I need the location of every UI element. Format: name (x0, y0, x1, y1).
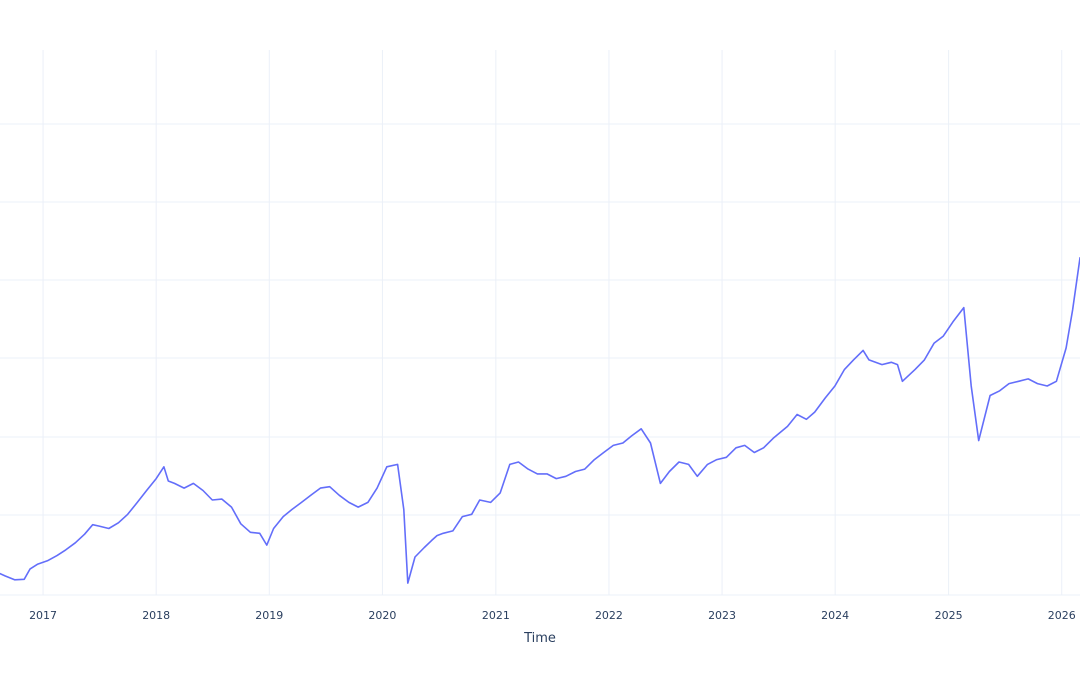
x-tick-label: 2023 (708, 609, 736, 622)
x-tick-label: 2024 (821, 609, 849, 622)
series-layer (0, 257, 1080, 584)
x-tick-label: 2025 (935, 609, 963, 622)
x-tick-labels: 2017 2018 2019 2020 2021 2022 2023 2024 2025 2026 (29, 609, 1076, 622)
x-tick-label: 2019 (255, 609, 283, 622)
x-tick-label: 2022 (595, 609, 623, 622)
grid-layer (0, 50, 1080, 596)
x-tick-label: 2018 (142, 609, 170, 622)
series-line (0, 257, 1080, 584)
x-tick-label: 2026 (1048, 609, 1076, 622)
x-axis-title: Time (523, 631, 556, 646)
x-tick-label: 2020 (368, 609, 396, 622)
x-tick-label: 2021 (482, 609, 510, 622)
x-tick-label: 2017 (29, 609, 57, 622)
